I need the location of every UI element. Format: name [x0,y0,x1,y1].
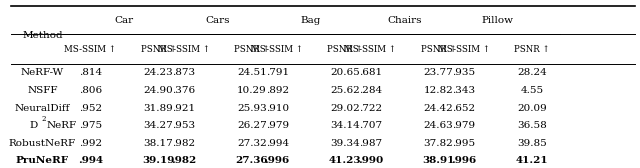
Text: .722: .722 [359,104,382,113]
Text: .982: .982 [172,139,195,148]
Text: 37.82: 37.82 [424,139,454,148]
Text: .987: .987 [359,139,382,148]
Text: Pillow: Pillow [482,16,514,25]
Text: Method: Method [22,31,63,40]
Text: .707: .707 [359,121,382,130]
Text: .681: .681 [359,68,382,77]
Text: Bag: Bag [301,16,321,25]
Text: 36.58: 36.58 [517,121,547,130]
Text: PSNR ↑: PSNR ↑ [234,45,269,54]
Text: 25.93: 25.93 [237,104,267,113]
Text: MS-SSIM ↑: MS-SSIM ↑ [438,45,490,54]
Text: 20.09: 20.09 [517,104,547,113]
Text: 39.85: 39.85 [517,139,547,148]
Text: 25.62: 25.62 [330,86,360,95]
Text: NSFF: NSFF [27,86,58,95]
Text: RobustNeRF: RobustNeRF [9,139,76,148]
Text: .892: .892 [266,86,289,95]
Text: 10.29: 10.29 [237,86,267,95]
Text: 24.90: 24.90 [143,86,173,95]
Text: .284: .284 [359,86,382,95]
Text: .935: .935 [452,68,476,77]
Text: .982: .982 [171,156,196,165]
Text: 26.27: 26.27 [237,121,267,130]
Text: .652: .652 [452,104,476,113]
Text: .953: .953 [172,121,195,130]
Text: 24.63: 24.63 [424,121,454,130]
Text: 31.89: 31.89 [143,104,173,113]
Text: 28.24: 28.24 [517,68,547,77]
Text: 24.42: 24.42 [424,104,454,113]
Text: NeRF-W: NeRF-W [21,68,64,77]
Text: 39.34: 39.34 [330,139,360,148]
Text: .994: .994 [78,156,103,165]
Text: 34.27: 34.27 [143,121,173,130]
Text: .873: .873 [172,68,195,77]
Text: .994: .994 [266,139,289,148]
Text: .995: .995 [452,139,476,148]
Text: 41.21: 41.21 [516,156,548,165]
Text: MS-SSIM ↑: MS-SSIM ↑ [65,45,116,54]
Text: PruNeRF: PruNeRF [16,156,69,165]
Text: .910: .910 [266,104,289,113]
Text: Chairs: Chairs [387,16,422,25]
Text: NeuralDiff: NeuralDiff [15,104,70,113]
Text: .996: .996 [451,156,476,165]
Text: .990: .990 [358,156,383,165]
Text: .992: .992 [79,139,102,148]
Text: MS-SSIM ↑: MS-SSIM ↑ [251,45,303,54]
Text: 27.32: 27.32 [237,139,267,148]
Text: 39.19: 39.19 [142,156,175,165]
Text: 38.17: 38.17 [143,139,173,148]
Text: .806: .806 [79,86,102,95]
Text: 24.51: 24.51 [237,68,267,77]
Text: .921: .921 [172,104,195,113]
Text: .996: .996 [264,156,290,165]
Text: MS-SSIM ↑: MS-SSIM ↑ [344,45,396,54]
Text: PSNR ↑: PSNR ↑ [514,45,550,54]
Text: .952: .952 [79,104,102,113]
Text: .979: .979 [266,121,289,130]
Text: 4.55: 4.55 [520,86,543,95]
Text: PSNR ↑: PSNR ↑ [420,45,456,54]
Text: D: D [29,121,38,130]
Text: 23.77: 23.77 [424,68,454,77]
Text: 12.82: 12.82 [424,86,454,95]
Text: .376: .376 [172,86,195,95]
Text: 27.36: 27.36 [236,156,268,165]
Text: MS-SSIM ↑: MS-SSIM ↑ [157,45,210,54]
Text: .791: .791 [266,68,289,77]
Text: 41.23: 41.23 [329,156,362,165]
Text: Cars: Cars [205,16,230,25]
Text: .814: .814 [79,68,102,77]
Text: 34.14: 34.14 [330,121,360,130]
Text: .343: .343 [452,86,476,95]
Text: 2: 2 [41,115,45,123]
Text: NeRF: NeRF [46,121,76,130]
Text: .975: .975 [79,121,102,130]
Text: Car: Car [115,16,134,25]
Text: 29.02: 29.02 [330,104,360,113]
Text: PSNR ↑: PSNR ↑ [327,45,363,54]
Text: PSNR ↑: PSNR ↑ [141,45,177,54]
Text: 38.91: 38.91 [422,156,455,165]
Text: .979: .979 [452,121,476,130]
Text: 20.65: 20.65 [330,68,360,77]
Text: 24.23: 24.23 [143,68,173,77]
